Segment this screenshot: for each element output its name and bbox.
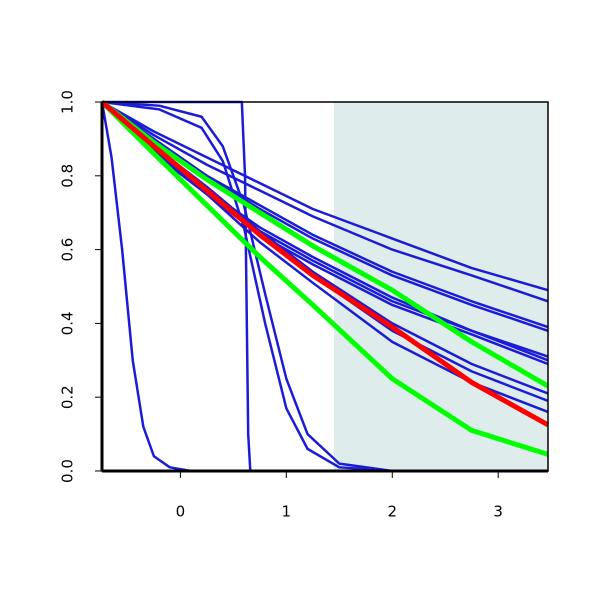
line-series [101,100,549,329]
line-series [100,100,549,457]
line-series [101,100,548,473]
y-tick-label: 0.0 [59,459,77,483]
y-tick-label: 0.4 [59,311,77,335]
x-tick-label: 1 [282,503,292,521]
line-series [100,100,550,428]
line-series [101,100,549,303]
y-tick-label: 0.8 [59,164,77,188]
line-series [101,100,548,473]
line-series [101,100,549,292]
y-tick-label: 0.2 [59,385,77,409]
y-tick-label: 0.6 [59,238,77,262]
y-tick-label: 1.0 [59,90,77,114]
x-tick-label: 3 [493,503,503,521]
x-tick-label: 0 [176,503,186,521]
line-series [100,100,550,389]
x-tick-label: 2 [387,503,397,521]
